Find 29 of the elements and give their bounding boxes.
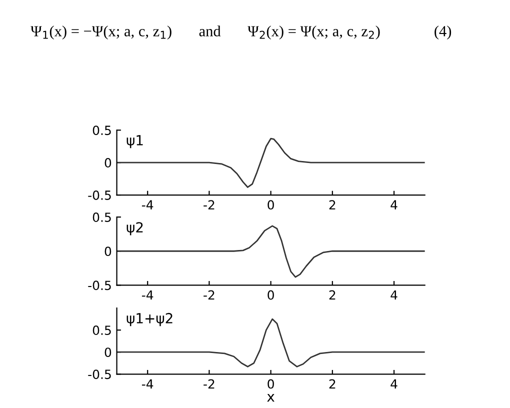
y-tick-label: 0.5 <box>92 126 111 136</box>
x-tick-label: 2 <box>329 200 336 210</box>
x-tick-label: -2 <box>204 290 214 300</box>
y-tick-label: -0.5 <box>88 280 111 290</box>
x-tick-label: 4 <box>390 200 398 210</box>
annotation: ψ2 <box>126 222 143 236</box>
y-tick-label: 0.5 <box>92 326 111 335</box>
y-tick-label: 0 <box>104 158 112 168</box>
annotation: ψ1 <box>126 135 143 148</box>
x-tick-label: 2 <box>329 379 336 388</box>
x-tick-label: 4 <box>390 290 398 300</box>
y-tick-label: -0.5 <box>88 370 111 380</box>
x-tick-label: 0 <box>268 200 274 210</box>
x-axis-title: x <box>267 394 274 402</box>
x-tick-label: 4 <box>390 379 398 388</box>
text: Ψ$_{1}$(x) = −Ψ(x; a, c, z$_{1}$) and Ψ$_{2}$(x) = Ψ(x; a, c, z$_{2}$) (4) <box>30 26 452 40</box>
x-tick-label: -4 <box>142 290 154 300</box>
y-tick-label: 0 <box>104 348 112 358</box>
x-tick-label: -2 <box>204 379 214 388</box>
annotation: ψ1+ψ2 <box>126 312 172 326</box>
x-tick-label: -4 <box>142 200 154 210</box>
y-tick-label: -0.5 <box>88 190 111 200</box>
y-tick-label: 0 <box>104 246 112 256</box>
x-tick-label: 2 <box>329 290 336 300</box>
y-tick-label: 0.5 <box>92 212 111 222</box>
x-tick-label: 0 <box>268 379 274 389</box>
x-tick-label: -4 <box>142 379 154 388</box>
x-tick-label: -2 <box>204 200 214 210</box>
x-tick-label: 0 <box>268 290 274 300</box>
